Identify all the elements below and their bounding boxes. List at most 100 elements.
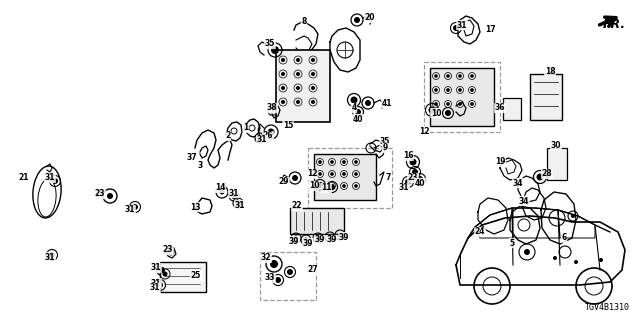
Bar [530,74,562,120]
Circle shape [163,271,168,276]
Circle shape [453,25,459,31]
Text: 31: 31 [457,20,467,29]
Text: 3: 3 [197,162,203,171]
Circle shape [446,102,450,106]
Text: 32: 32 [260,253,271,262]
Text: FR.: FR. [603,19,626,31]
Circle shape [330,160,334,164]
Circle shape [412,169,418,175]
Circle shape [318,184,322,188]
Text: 22: 22 [292,202,302,211]
Circle shape [536,173,543,180]
Circle shape [303,237,308,243]
Circle shape [281,58,285,62]
Bar [547,148,567,180]
Circle shape [355,109,361,115]
Text: 31: 31 [45,252,55,261]
Circle shape [270,260,278,268]
Circle shape [524,249,530,255]
Circle shape [365,100,371,106]
Circle shape [257,135,263,141]
Circle shape [574,260,578,264]
Text: 40: 40 [415,179,425,188]
Circle shape [52,178,58,184]
Text: 28: 28 [541,170,552,179]
Circle shape [337,233,342,237]
Text: 2: 2 [225,132,230,140]
Text: 37: 37 [187,154,197,163]
Circle shape [446,74,450,78]
Circle shape [318,172,322,176]
Text: 20: 20 [365,13,375,22]
Text: 39: 39 [315,236,325,244]
Circle shape [351,97,358,103]
Text: 16: 16 [403,151,413,161]
Circle shape [328,235,333,239]
Text: 14: 14 [215,183,225,193]
Text: 10: 10 [431,108,441,117]
Text: 31: 31 [235,201,245,210]
Circle shape [599,258,603,262]
Circle shape [458,102,462,106]
Circle shape [434,88,438,92]
Text: 19: 19 [495,157,505,166]
Text: 10: 10 [308,181,319,190]
Text: 24: 24 [475,228,485,236]
Circle shape [311,58,315,62]
Bar [430,68,494,126]
Circle shape [446,88,450,92]
Circle shape [354,160,358,164]
Circle shape [329,184,335,190]
Text: 30: 30 [551,140,561,149]
Circle shape [405,179,411,185]
Circle shape [342,184,346,188]
Text: 33: 33 [265,274,275,283]
Text: 35: 35 [380,137,390,146]
Bar [308,148,392,208]
Text: 23: 23 [95,189,105,198]
Circle shape [458,88,462,92]
Text: 41: 41 [381,99,392,108]
Text: 31: 31 [125,205,135,214]
Circle shape [470,74,474,78]
Circle shape [49,252,55,258]
Circle shape [287,269,293,275]
Circle shape [132,204,138,210]
Text: 23: 23 [408,173,419,182]
Circle shape [275,277,281,283]
Text: 5: 5 [509,238,515,247]
Circle shape [417,176,423,182]
Text: 7: 7 [385,173,390,182]
Circle shape [354,172,358,176]
Text: 18: 18 [545,67,556,76]
Text: 12: 12 [419,126,429,135]
Circle shape [330,184,334,188]
Circle shape [429,107,435,114]
Text: 34: 34 [513,179,524,188]
Text: 13: 13 [189,203,200,212]
Text: 9: 9 [382,143,388,153]
Text: 36: 36 [495,103,505,113]
Bar [503,98,521,120]
Circle shape [553,256,557,260]
Text: 35: 35 [265,39,275,49]
Text: 15: 15 [283,122,293,131]
Circle shape [292,175,298,181]
Circle shape [296,58,300,62]
Circle shape [470,88,474,92]
Bar [260,252,316,300]
Circle shape [410,158,417,165]
Text: 6: 6 [561,234,566,243]
Circle shape [434,102,438,106]
Bar [160,262,206,292]
Circle shape [311,72,315,76]
Circle shape [434,74,438,78]
Text: 39: 39 [339,233,349,242]
Circle shape [311,100,315,104]
Text: 23: 23 [163,245,173,254]
Circle shape [296,86,300,90]
Bar [314,154,376,200]
Text: 1: 1 [243,124,248,132]
Bar [276,50,330,122]
Text: 31: 31 [399,183,409,193]
